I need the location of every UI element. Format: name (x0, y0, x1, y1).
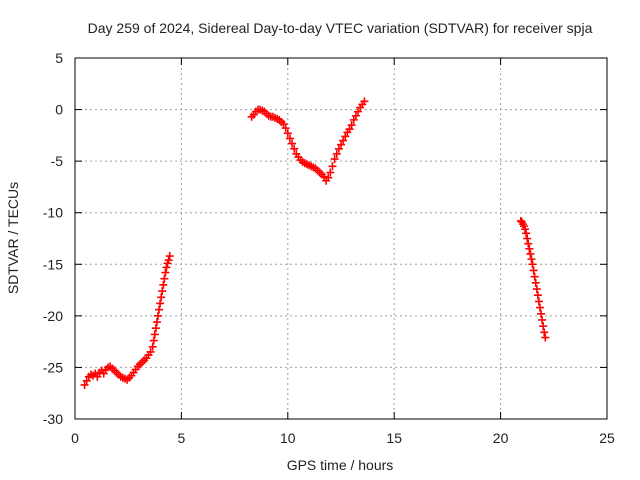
y-tick-label: -5 (51, 153, 64, 169)
data-point (326, 168, 335, 177)
data-point (332, 149, 341, 158)
data-point (146, 347, 155, 356)
data-point (159, 280, 168, 289)
x-axis-label: GPS time / hours (287, 457, 394, 473)
data-point (165, 252, 174, 261)
y-tick-label: -20 (43, 308, 63, 324)
y-axis-label: SDTVAR / TECUs (5, 182, 21, 294)
data-point (535, 303, 544, 312)
data-point (161, 268, 170, 277)
data-point (360, 97, 369, 106)
data-point (538, 315, 547, 324)
data-point (285, 134, 294, 143)
data-point (334, 144, 343, 153)
data-point (157, 293, 166, 302)
data-point (341, 132, 350, 141)
y-tick-label: -30 (43, 411, 63, 427)
data-point (524, 239, 533, 248)
data-point (537, 309, 546, 318)
x-tick-label: 15 (386, 430, 402, 446)
data-point (156, 299, 165, 308)
data-series (80, 97, 550, 389)
data-point (532, 285, 541, 294)
data-point (93, 372, 102, 381)
x-tick-label: 20 (493, 430, 509, 446)
data-point (528, 260, 537, 269)
data-point (521, 225, 530, 234)
data-point (527, 255, 536, 264)
y-tick-label: -15 (43, 256, 63, 272)
data-point (525, 244, 534, 253)
data-point (526, 249, 535, 258)
data-point (530, 272, 539, 281)
data-point (347, 121, 356, 130)
data-point (281, 124, 290, 133)
data-point (283, 129, 292, 138)
data-point (80, 380, 89, 389)
data-point (319, 172, 328, 181)
data-point (99, 369, 108, 378)
data-point (162, 263, 171, 272)
data-point (540, 328, 549, 337)
data-point (288, 139, 297, 148)
data-point (151, 324, 160, 333)
series-arc-3 (516, 216, 550, 342)
data-point (349, 115, 358, 124)
data-point (155, 305, 164, 314)
data-point (351, 111, 360, 120)
chart-title: Day 259 of 2024, Sidereal Day-to-day VTE… (88, 20, 593, 36)
data-point (529, 266, 538, 275)
x-tick-label: 5 (178, 430, 186, 446)
data-point (522, 229, 531, 238)
data-point (149, 336, 158, 345)
x-tick-label: 25 (599, 430, 615, 446)
data-point (160, 274, 169, 283)
grid-lines (75, 58, 607, 419)
y-tick-label: -25 (43, 359, 63, 375)
data-point (523, 234, 532, 243)
data-point (82, 376, 91, 385)
data-point (150, 330, 159, 339)
plot-frame (74, 57, 608, 420)
data-point (337, 140, 345, 149)
data-point (158, 287, 167, 296)
x-tick-label: 0 (71, 430, 79, 446)
data-point (330, 155, 339, 164)
data-point (279, 120, 288, 129)
data-point (534, 297, 543, 306)
data-point (533, 291, 542, 300)
data-point (531, 278, 540, 287)
data-point (153, 311, 162, 320)
tick-labels: 0 5 10 15 20 25 -30 -25 -20 -15 -10 -5 0 5 (43, 50, 615, 446)
y-tick-label: 5 (55, 50, 63, 66)
y-tick-label: -10 (43, 205, 63, 221)
data-point (539, 322, 548, 331)
data-point (324, 173, 333, 182)
data-point (345, 125, 354, 134)
series-arc-2 (247, 97, 369, 185)
data-point (152, 318, 161, 327)
x-tick-label: 10 (280, 430, 296, 446)
data-point (148, 342, 157, 351)
y-tick-label: 0 (55, 102, 63, 118)
data-point (164, 256, 173, 265)
data-point (328, 162, 337, 171)
data-point (290, 144, 299, 153)
series-arc-1 (80, 252, 174, 389)
data-point (541, 333, 550, 342)
data-point (354, 107, 363, 116)
data-point (339, 136, 348, 145)
